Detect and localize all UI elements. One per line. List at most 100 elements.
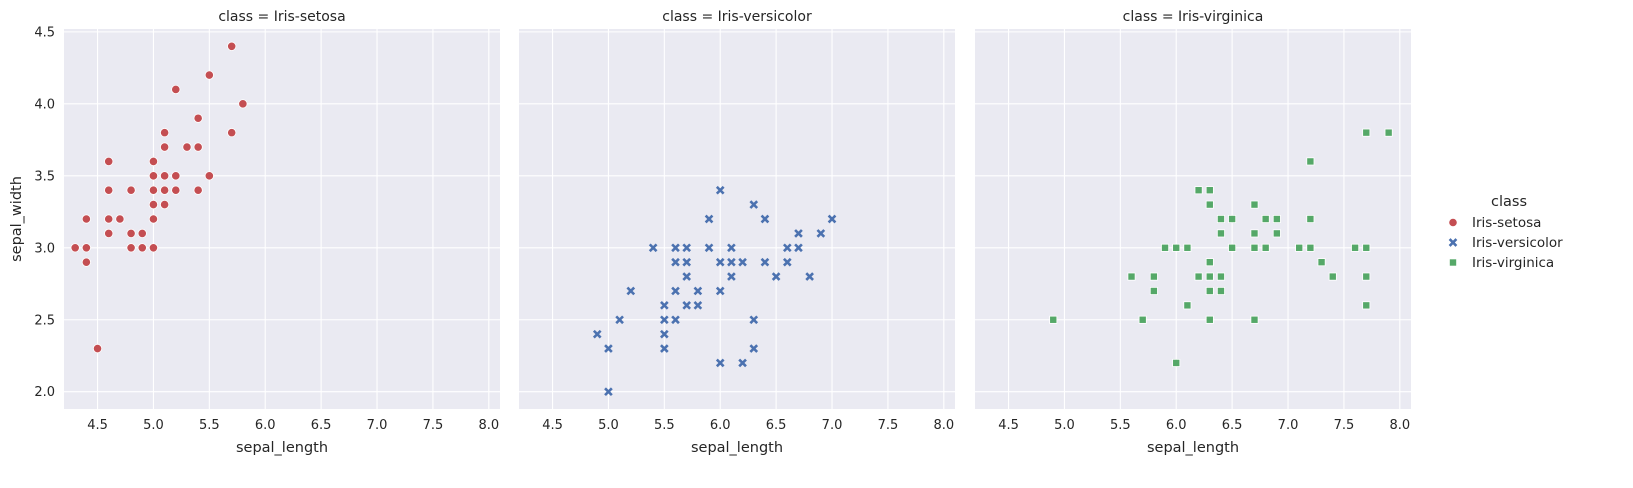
data-point (1250, 200, 1259, 209)
data-point (227, 41, 237, 51)
data-point (193, 113, 203, 123)
data-point (126, 185, 136, 195)
facet-title: class = Iris-setosa (218, 9, 345, 25)
x-tick-label: 7.5 (1334, 418, 1355, 433)
data-point (1261, 214, 1270, 223)
data-point (182, 142, 192, 152)
data-point (671, 243, 680, 253)
data-point (704, 243, 714, 253)
x-tick-label: 4.5 (998, 418, 1019, 433)
data-point (1205, 200, 1214, 209)
data-point (715, 358, 725, 368)
data-point (727, 243, 736, 253)
data-point (1250, 243, 1259, 252)
data-point (1149, 286, 1158, 295)
data-point (1362, 243, 1371, 252)
facet-title: class = Iris-versicolor (662, 9, 812, 25)
data-point (1205, 286, 1214, 295)
data-point (660, 329, 669, 339)
data-point (660, 301, 669, 310)
x-tick-label: 8.0 (1389, 418, 1410, 433)
x-tick-label: 5.5 (1110, 418, 1131, 433)
x-tick-label: 5.0 (143, 418, 164, 433)
data-point (1272, 214, 1281, 223)
data-point (171, 185, 181, 195)
data-point (604, 344, 613, 353)
x-tick-label: 7.5 (878, 418, 899, 433)
data-point (148, 200, 159, 210)
y-tick-label: 4.5 (34, 25, 55, 40)
data-point (204, 70, 214, 80)
data-point (704, 214, 714, 224)
data-point (204, 171, 214, 181)
x-tick-label: 8.0 (478, 418, 499, 433)
data-point (1306, 214, 1315, 223)
data-point (81, 214, 91, 224)
data-point (1362, 301, 1371, 310)
data-point (794, 243, 803, 253)
data-point (171, 171, 181, 181)
data-point (1216, 229, 1225, 238)
data-point (738, 358, 747, 368)
data-point (1384, 128, 1393, 137)
data-point (693, 301, 703, 310)
x-tick-label: 7.0 (1278, 418, 1299, 433)
data-point (1306, 157, 1315, 166)
data-point (137, 243, 147, 253)
data-point (648, 243, 658, 253)
data-point (160, 200, 170, 210)
data-point (671, 286, 680, 296)
data-point (1362, 272, 1371, 281)
data-point (148, 243, 159, 253)
x-tick-label: 5.5 (654, 418, 675, 433)
y-tick-label: 3.5 (34, 169, 55, 184)
data-point (660, 315, 669, 325)
data-point (671, 315, 680, 325)
data-point (104, 156, 114, 167)
data-point (1194, 272, 1203, 281)
x-tick-label: 5.5 (199, 418, 220, 433)
legend-label: Iris-setosa (1472, 215, 1541, 231)
data-point (771, 272, 781, 281)
legend-title: class (1491, 194, 1527, 210)
data-point (592, 329, 602, 339)
data-point (171, 84, 181, 95)
data-point (816, 229, 826, 238)
y-tick-label: 2.5 (34, 313, 55, 328)
data-point (193, 185, 203, 195)
x-tick-label: 6.0 (710, 418, 731, 433)
data-point (794, 229, 803, 238)
legend-marker (1448, 238, 1458, 247)
data-point (1228, 243, 1237, 252)
data-point (749, 344, 759, 353)
data-point (70, 243, 80, 253)
data-point (148, 171, 159, 181)
data-point (115, 214, 125, 224)
x-axis-label: sepal_length (1147, 440, 1239, 456)
y-tick-label: 2.0 (34, 385, 55, 400)
data-point (81, 243, 91, 253)
data-point (1172, 243, 1181, 252)
x-tick-label: 6.0 (255, 418, 276, 433)
x-tick-label: 7.5 (423, 418, 444, 433)
data-point (92, 343, 103, 354)
x-tick-label: 8.0 (933, 418, 954, 433)
data-point (1261, 243, 1270, 252)
data-point (682, 301, 692, 310)
data-point (1172, 358, 1181, 367)
data-point (148, 185, 159, 195)
data-point (1216, 214, 1225, 223)
legend-marker (1448, 217, 1458, 228)
data-point (160, 185, 170, 195)
x-tick-label: 6.0 (1166, 418, 1187, 433)
y-tick-label: 3.0 (34, 241, 55, 256)
data-point (727, 272, 736, 281)
x-tick-label: 5.0 (598, 418, 619, 433)
data-point (615, 315, 624, 325)
data-point (1250, 229, 1259, 238)
data-point (1228, 214, 1237, 223)
legend-label: Iris-virginica (1472, 255, 1554, 271)
data-point (682, 243, 692, 253)
data-point (715, 286, 725, 296)
